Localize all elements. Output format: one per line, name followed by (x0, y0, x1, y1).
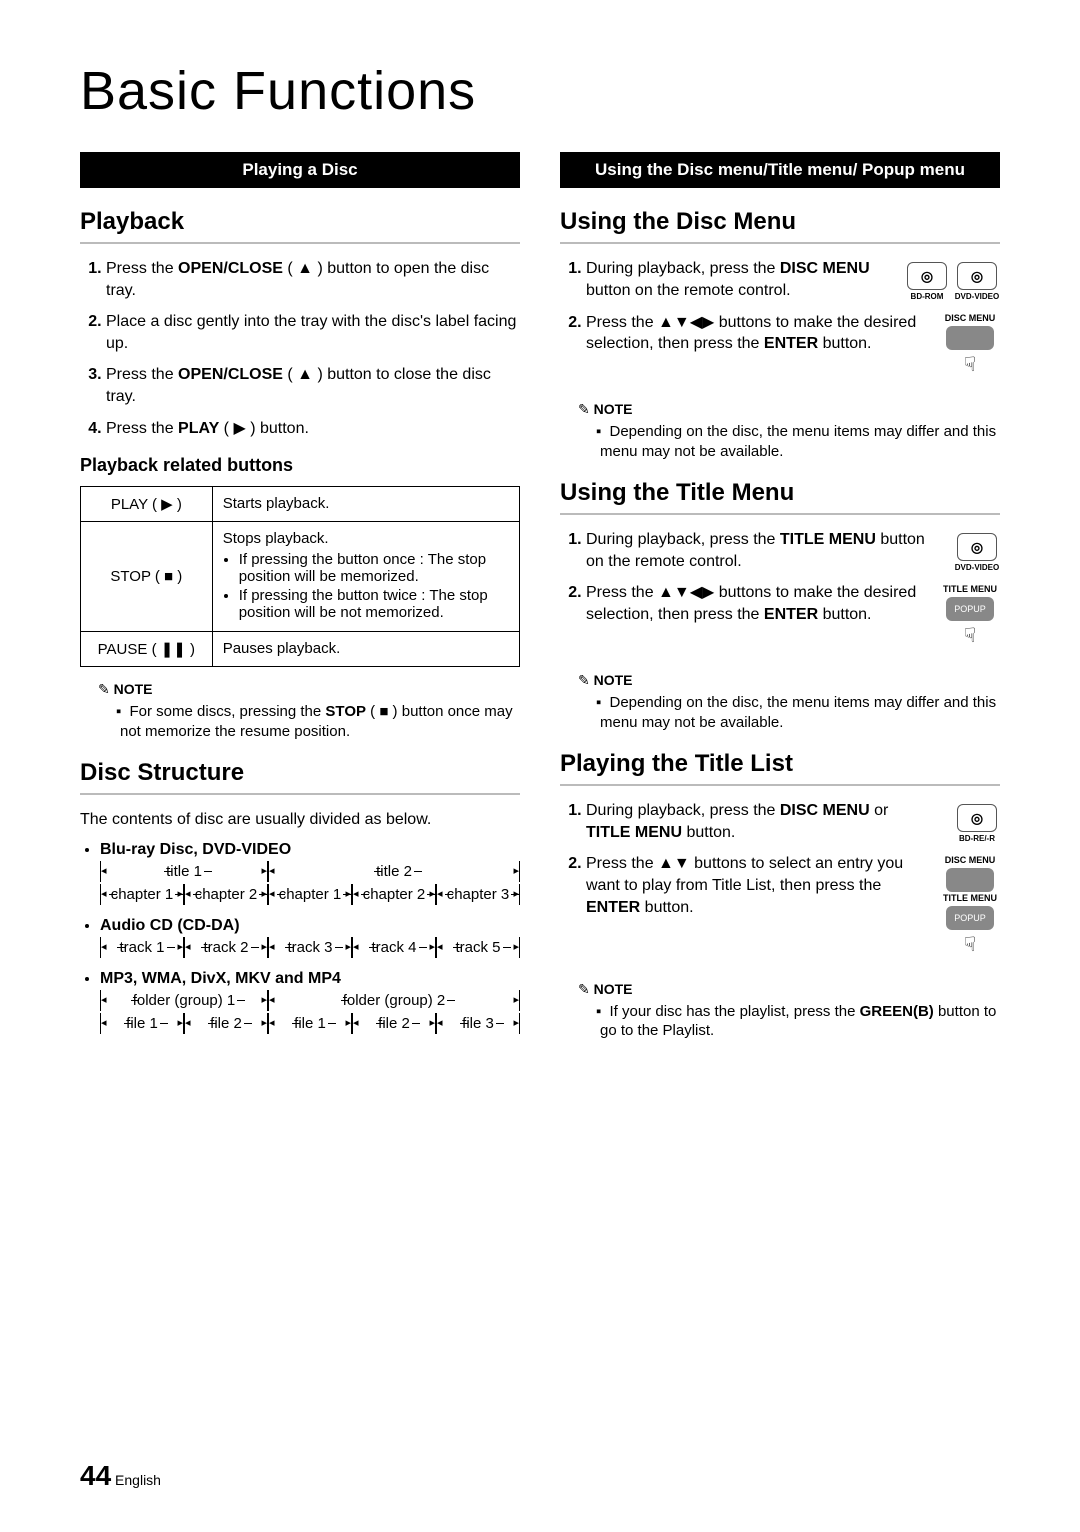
section-heading: Using the Title Menu (560, 479, 1000, 515)
disc-badge-bd-rom: ◎BD-ROM (904, 262, 950, 301)
disc-type-badges: ◎DVD-VIDEO (950, 533, 1000, 575)
note-item: If your disc has the playlist, press the… (600, 1002, 1000, 1041)
section-steps: During playback, press the DISC MENU or … (560, 800, 930, 918)
step-item: Press the ▲▼◀▶ buttons to make the desir… (586, 582, 930, 625)
note-label: NOTE (98, 681, 520, 698)
page-footer: 44 English (80, 1460, 161, 1492)
playback-step: Place a disc gently into the tray with t… (106, 311, 520, 354)
table-row: PLAY ( ▶ )Starts playback. (81, 487, 520, 522)
disc-type-badges: ◎BD-RE/-R (950, 804, 1000, 846)
note-label: NOTE (578, 981, 1000, 998)
step-item: Press the ▲▼ buttons to select an entry … (586, 853, 930, 918)
table-row: PAUSE ( ❚❚ )Pauses playback. (81, 632, 520, 667)
note-item: Depending on the disc, the menu items ma… (600, 693, 1000, 732)
banner-playing-disc: Playing a Disc (80, 152, 520, 188)
heading-playback-buttons: Playback related buttons (80, 455, 520, 476)
note-item: Depending on the disc, the menu items ma… (600, 422, 1000, 461)
note-label: NOTE (578, 672, 1000, 689)
right-column: Using the Disc menu/Title menu/ Popup me… (560, 152, 1000, 1046)
remote-button-icon: DISC MENUTITLE MENUPOPUP☟ (940, 856, 1000, 957)
structure-group: Blu-ray Disc, DVD-VIDEOtitle 1title 2cha… (100, 841, 520, 905)
button-desc: Stops playback.If pressing the button on… (212, 522, 519, 632)
button-name: PAUSE ( ❚❚ ) (81, 632, 213, 667)
step-item: During playback, press the TITLE MENU bu… (586, 529, 930, 572)
page-number: 44 (80, 1460, 111, 1491)
note-body: If your disc has the playlist, press the… (560, 1002, 1000, 1041)
left-column: Playing a Disc Playback Press the OPEN/C… (80, 152, 520, 1046)
button-name: STOP ( ■ ) (81, 522, 213, 632)
structure-group: MP3, WMA, DivX, MKV and MP4folder (group… (100, 970, 520, 1034)
disc-structure-groups: Blu-ray Disc, DVD-VIDEOtitle 1title 2cha… (80, 841, 520, 1034)
playback-step: Press the OPEN/CLOSE ( ▲ ) button to clo… (106, 364, 520, 407)
structure-group: Audio CD (CD-DA)track 1track 2track 3tra… (100, 917, 520, 958)
remote-button-icon: DISC MENU☟ (940, 314, 1000, 377)
playback-step: Press the PLAY ( ▶ ) button. (106, 418, 520, 440)
playback-steps: Press the OPEN/CLOSE ( ▲ ) button to ope… (80, 258, 520, 439)
disc-badge-dvd-video: ◎DVD-VIDEO (954, 262, 1000, 301)
note-body: Depending on the disc, the menu items ma… (560, 422, 1000, 461)
note-item: For some discs, pressing the STOP ( ■ ) … (120, 702, 520, 741)
step-item: During playback, press the DISC MENU but… (586, 258, 930, 301)
disc-badge-dvd-video: ◎DVD-VIDEO (954, 533, 1000, 572)
disc-type-badges: ◎BD-ROM◎DVD-VIDEO (900, 262, 1000, 304)
note-body: For some discs, pressing the STOP ( ■ ) … (80, 702, 520, 741)
page-title: Basic Functions (80, 60, 1000, 122)
section-heading: Using the Disc Menu (560, 208, 1000, 244)
button-desc: Starts playback. (212, 487, 519, 522)
button-name: PLAY ( ▶ ) (81, 487, 213, 522)
remote-button-icon: TITLE MENUPOPUP☟ (940, 585, 1000, 648)
section-steps: During playback, press the TITLE MENU bu… (560, 529, 930, 625)
content-columns: Playing a Disc Playback Press the OPEN/C… (80, 152, 1000, 1046)
section-heading: Playing the Title List (560, 750, 1000, 786)
disc-structure-intro: The contents of disc are usually divided… (80, 809, 520, 831)
step-item: During playback, press the DISC MENU or … (586, 800, 930, 843)
playback-buttons-table: PLAY ( ▶ )Starts playback.STOP ( ■ )Stop… (80, 486, 520, 667)
note-body: Depending on the disc, the menu items ma… (560, 693, 1000, 732)
disc-badge-bd-re/-r: ◎BD-RE/-R (954, 804, 1000, 843)
page-language: English (115, 1472, 161, 1488)
playback-step: Press the OPEN/CLOSE ( ▲ ) button to ope… (106, 258, 520, 301)
button-desc: Pauses playback. (212, 632, 519, 667)
heading-playback: Playback (80, 208, 520, 244)
step-item: Press the ▲▼◀▶ buttons to make the desir… (586, 312, 930, 355)
heading-disc-structure: Disc Structure (80, 759, 520, 795)
note-label: NOTE (578, 401, 1000, 418)
table-row: STOP ( ■ )Stops playback.If pressing the… (81, 522, 520, 632)
section-steps: During playback, press the DISC MENU but… (560, 258, 930, 354)
banner-disc-menu: Using the Disc menu/Title menu/ Popup me… (560, 152, 1000, 188)
